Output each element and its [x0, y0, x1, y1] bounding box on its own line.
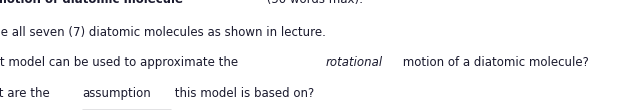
Text: motion of a diatomic molecule?: motion of a diatomic molecule?	[399, 56, 589, 69]
Text: assumption: assumption	[82, 87, 152, 100]
Text: (a) Name all seven (7) diatomic molecules as shown in lecture.: (a) Name all seven (7) diatomic molecule…	[0, 26, 325, 39]
Text: 7. Rotational motion of diatomic molecule: 7. Rotational motion of diatomic molecul…	[0, 0, 183, 6]
Text: (b) What model can be used to approximate the: (b) What model can be used to approximat…	[0, 56, 241, 69]
Text: (50 words max):: (50 words max):	[263, 0, 363, 6]
Text: this model is based on?: this model is based on?	[171, 87, 315, 100]
Text: (c) What are the: (c) What are the	[0, 87, 53, 100]
Text: rotational: rotational	[325, 56, 383, 69]
